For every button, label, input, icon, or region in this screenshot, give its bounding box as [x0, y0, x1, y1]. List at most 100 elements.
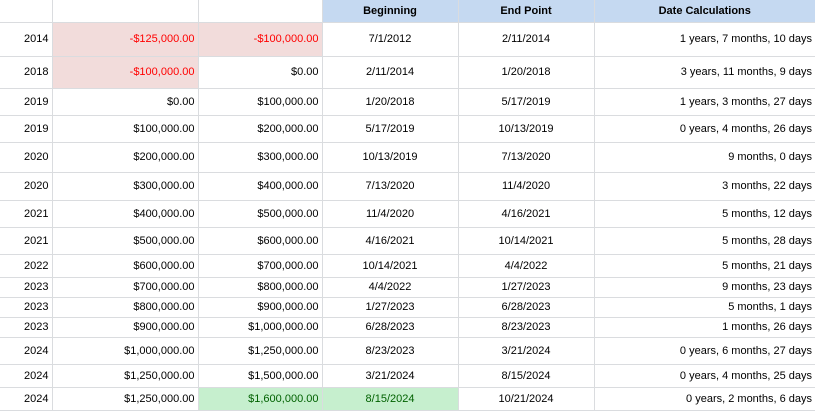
end-point-date-cell[interactable]: 8/15/2024: [458, 364, 595, 388]
year-cell[interactable]: 2019: [0, 88, 53, 116]
start-amount-cell[interactable]: $900,000.00: [52, 317, 199, 338]
year-cell[interactable]: 2023: [0, 317, 53, 338]
end-amount-cell[interactable]: $0.00: [198, 56, 323, 89]
date-calculation-cell[interactable]: 3 months, 22 days: [594, 172, 815, 201]
end-amount-cell[interactable]: $900,000.00: [198, 297, 323, 318]
end-point-date-cell[interactable]: 4/16/2021: [458, 200, 595, 228]
end-amount-cell[interactable]: $1,000,000.00: [198, 317, 323, 338]
start-amount-cell[interactable]: $200,000.00: [52, 142, 199, 173]
start-amount-cell[interactable]: $500,000.00: [52, 227, 199, 255]
beginning-date-cell[interactable]: 2/11/2014: [322, 56, 459, 89]
start-amount-cell[interactable]: $700,000.00: [52, 277, 199, 298]
end-amount-cell[interactable]: $1,500,000.00: [198, 364, 323, 388]
start-amount-cell[interactable]: $1,250,000.00: [52, 387, 199, 411]
date-calculation-cell[interactable]: 0 years, 2 months, 6 days: [594, 387, 815, 411]
year-cell[interactable]: 2024: [0, 364, 53, 388]
end-amount-cell[interactable]: $100,000.00: [198, 88, 323, 116]
header-cell-end[interactable]: [198, 0, 323, 23]
year-cell[interactable]: 2021: [0, 200, 53, 228]
header-cell-start[interactable]: [52, 0, 199, 23]
end-point-date-cell[interactable]: 7/13/2020: [458, 142, 595, 173]
date-calculation-cell[interactable]: 9 months, 23 days: [594, 277, 815, 298]
start-amount-cell[interactable]: $600,000.00: [52, 254, 199, 278]
date-calculation-cell[interactable]: 9 months, 0 days: [594, 142, 815, 173]
end-point-date-cell[interactable]: 8/23/2023: [458, 317, 595, 338]
beginning-date-cell[interactable]: 7/13/2020: [322, 172, 459, 201]
year-cell[interactable]: 2024: [0, 337, 53, 365]
beginning-date-cell[interactable]: 5/17/2019: [322, 115, 459, 143]
year-cell[interactable]: 2019: [0, 115, 53, 143]
end-point-date-cell[interactable]: 10/21/2024: [458, 387, 595, 411]
beginning-date-cell[interactable]: 6/28/2023: [322, 317, 459, 338]
beginning-date-cell[interactable]: 1/20/2018: [322, 88, 459, 116]
end-point-date-cell[interactable]: 1/27/2023: [458, 277, 595, 298]
beginning-date-cell[interactable]: 3/21/2024: [322, 364, 459, 388]
date-calculation-cell[interactable]: 5 months, 1 days: [594, 297, 815, 318]
date-calculation-cell[interactable]: 1 years, 7 months, 10 days: [594, 22, 815, 57]
end-amount-cell[interactable]: $700,000.00: [198, 254, 323, 278]
beginning-date-cell[interactable]: 11/4/2020: [322, 200, 459, 228]
date-calculation-cell[interactable]: 0 years, 4 months, 26 days: [594, 115, 815, 143]
end-amount-cell[interactable]: $400,000.00: [198, 172, 323, 201]
year-cell[interactable]: 2023: [0, 277, 53, 298]
end-point-date-cell[interactable]: 10/14/2021: [458, 227, 595, 255]
end-amount-cell[interactable]: $500,000.00: [198, 200, 323, 228]
date-calculation-cell[interactable]: 1 years, 3 months, 27 days: [594, 88, 815, 116]
date-calculation-cell[interactable]: 5 months, 21 days: [594, 254, 815, 278]
year-cell[interactable]: 2020: [0, 142, 53, 173]
header-end-point[interactable]: End Point: [458, 0, 595, 23]
end-amount-cell[interactable]: $1,600,000.00: [198, 387, 323, 411]
end-amount-cell[interactable]: $800,000.00: [198, 277, 323, 298]
beginning-date-cell[interactable]: 1/27/2023: [322, 297, 459, 318]
start-amount-cell[interactable]: $300,000.00: [52, 172, 199, 201]
year-cell[interactable]: 2021: [0, 227, 53, 255]
header-beginning[interactable]: Beginning: [322, 0, 459, 23]
year-cell[interactable]: 2022: [0, 254, 53, 278]
date-calculation-cell[interactable]: 0 years, 4 months, 25 days: [594, 364, 815, 388]
end-amount-cell[interactable]: $200,000.00: [198, 115, 323, 143]
table-row: 2023 $900,000.00 $1,000,000.00 6/28/2023 8/2…: [0, 317, 815, 338]
end-point-date-cell[interactable]: 3/21/2024: [458, 337, 595, 365]
start-amount-cell[interactable]: $1,250,000.00: [52, 364, 199, 388]
beginning-date-cell[interactable]: 10/14/2021: [322, 254, 459, 278]
start-amount-cell[interactable]: $0.00: [52, 88, 199, 116]
end-point-date-cell[interactable]: 4/4/2022: [458, 254, 595, 278]
start-amount-cell[interactable]: $100,000.00: [52, 115, 199, 143]
end-amount-cell[interactable]: $600,000.00: [198, 227, 323, 255]
year-cell[interactable]: 2020: [0, 172, 53, 201]
end-amount-cell[interactable]: $1,250,000.00: [198, 337, 323, 365]
beginning-date-cell[interactable]: 10/13/2019: [322, 142, 459, 173]
end-point-date-cell[interactable]: 10/13/2019: [458, 115, 595, 143]
end-point-date-cell[interactable]: 2/11/2014: [458, 22, 595, 57]
date-calculation-cell[interactable]: 5 months, 12 days: [594, 200, 815, 228]
date-calculation-cell[interactable]: 3 years, 11 months, 9 days: [594, 56, 815, 89]
date-calculation-cell[interactable]: 5 months, 28 days: [594, 227, 815, 255]
date-calculation-cell[interactable]: 1 months, 26 days: [594, 317, 815, 338]
end-point-date-cell[interactable]: 5/17/2019: [458, 88, 595, 116]
header-date-calculations[interactable]: Date Calculations: [594, 0, 815, 23]
table-row: 2023 $800,000.00 $900,000.00 1/27/2023 6/28/…: [0, 297, 815, 318]
start-amount-cell[interactable]: $1,000,000.00: [52, 337, 199, 365]
year-cell[interactable]: 2024: [0, 387, 53, 411]
start-amount-cell[interactable]: $800,000.00: [52, 297, 199, 318]
table-row: 2022 $600,000.00 $700,000.00 10/14/2021 4/4/…: [0, 254, 815, 278]
start-amount-cell[interactable]: -$100,000.00: [52, 56, 199, 89]
end-point-date-cell[interactable]: 6/28/2023: [458, 297, 595, 318]
end-amount-cell[interactable]: -$100,000.00: [198, 22, 323, 57]
year-cell[interactable]: 2018: [0, 56, 53, 89]
year-cell[interactable]: 2014: [0, 22, 53, 57]
beginning-date-cell[interactable]: 4/4/2022: [322, 277, 459, 298]
year-cell[interactable]: 2023: [0, 297, 53, 318]
header-cell-year[interactable]: [0, 0, 53, 23]
end-amount-cell[interactable]: $300,000.00: [198, 142, 323, 173]
date-calculation-cell[interactable]: 0 years, 6 months, 27 days: [594, 337, 815, 365]
table-row: 2018 -$100,000.00 $0.00 2/11/2014 1/20/2018 3…: [0, 56, 815, 89]
beginning-date-cell[interactable]: 8/15/2024: [322, 387, 459, 411]
beginning-date-cell[interactable]: 7/1/2012: [322, 22, 459, 57]
end-point-date-cell[interactable]: 11/4/2020: [458, 172, 595, 201]
beginning-date-cell[interactable]: 4/16/2021: [322, 227, 459, 255]
start-amount-cell[interactable]: $400,000.00: [52, 200, 199, 228]
start-amount-cell[interactable]: -$125,000.00: [52, 22, 199, 57]
end-point-date-cell[interactable]: 1/20/2018: [458, 56, 595, 89]
beginning-date-cell[interactable]: 8/23/2023: [322, 337, 459, 365]
